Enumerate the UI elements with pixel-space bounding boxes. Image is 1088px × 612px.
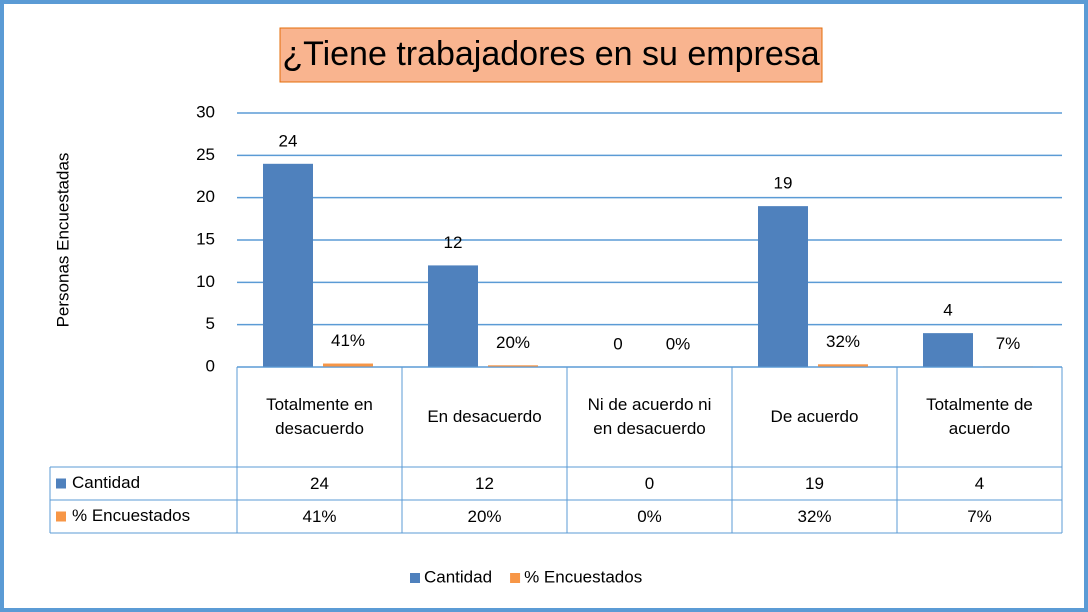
bar <box>758 206 808 367</box>
data-label: 19 <box>774 174 793 193</box>
legend-label: Cantidad <box>424 567 492 586</box>
table-value-text: 32% <box>797 506 832 526</box>
table-value: 32% <box>732 500 897 533</box>
table-value-text: 0 <box>644 473 655 493</box>
category-label: De acuerdo <box>732 367 897 467</box>
y-tick-label: 15 <box>196 229 215 248</box>
table-value: 41% <box>237 500 402 533</box>
data-label: 0% <box>666 334 691 353</box>
bar <box>428 265 478 367</box>
y-tick-label: 20 <box>196 187 215 206</box>
bar <box>488 365 538 367</box>
data-label: 4 <box>943 301 952 320</box>
data-label: 12 <box>444 233 463 252</box>
data-label: 0 <box>613 334 622 353</box>
table-value-text: 20% <box>467 506 502 526</box>
y-axis-label: Personas Encuestadas <box>53 153 72 328</box>
category-label: En desacuerdo <box>402 367 567 467</box>
legend-key <box>410 573 420 583</box>
table-legend-key <box>56 511 66 522</box>
bar <box>323 363 373 367</box>
category-label-text: En desacuerdo <box>427 407 542 426</box>
data-label: 20% <box>496 333 530 352</box>
table-value: 7% <box>897 500 1062 533</box>
data-label: 32% <box>826 332 860 351</box>
data-label: 24 <box>279 131 298 150</box>
table-value-text: 19 <box>805 473 824 493</box>
table-value: 4 <box>897 467 1062 500</box>
legend-label: % Encuestados <box>524 567 642 586</box>
legend-key <box>510 573 521 583</box>
table-value: 0 <box>567 467 732 500</box>
bar <box>923 333 973 367</box>
table-series-name: % Encuestados <box>72 506 190 525</box>
table-value-text: 7% <box>967 506 992 526</box>
y-tick-label: 30 <box>196 102 215 121</box>
bar <box>263 163 313 367</box>
y-tick-label: 25 <box>196 145 215 164</box>
table-value: 0% <box>567 500 732 533</box>
category-label-text: De acuerdo <box>770 407 859 426</box>
category-label-text: Totalmente de acuerdo <box>926 395 1033 438</box>
y-tick-label: 5 <box>206 314 215 333</box>
y-tick-label: 10 <box>196 272 215 291</box>
category-label: Ni de acuerdo ni en desacuerdo <box>567 367 732 467</box>
bar <box>818 364 868 367</box>
table-value-text: 24 <box>310 473 329 493</box>
table-value-text: 0% <box>637 506 662 526</box>
title-box <box>279 27 823 83</box>
table-value-text: 41% <box>302 506 337 526</box>
category-label-text: Ni de acuerdo ni en desacuerdo <box>587 395 712 438</box>
y-tick-label: 0 <box>206 356 215 375</box>
category-label: Totalmente de acuerdo <box>897 367 1062 467</box>
table-series-name: Cantidad <box>72 473 140 492</box>
table-legend-key <box>56 478 66 489</box>
table-value: 20% <box>402 500 567 533</box>
table-value-text: 4 <box>974 473 985 493</box>
table-value-text: 12 <box>475 473 494 493</box>
table-value: 19 <box>732 467 897 500</box>
chart-title: ¿Tiene trabajadores en su empresa <box>282 35 819 73</box>
category-label: Totalmente en desacuerdo <box>237 367 402 467</box>
table-value: 12 <box>402 467 567 500</box>
data-label: 41% <box>331 331 365 350</box>
table-value: 24 <box>237 467 402 500</box>
data-label: 7% <box>996 334 1021 353</box>
category-label-text: Totalmente en desacuerdo <box>266 395 373 438</box>
